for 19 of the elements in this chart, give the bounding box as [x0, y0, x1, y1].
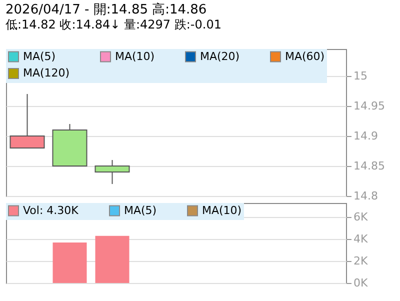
- legend-label: MA(20): [200, 50, 240, 63]
- legend-label: MA(60): [285, 50, 325, 63]
- y-tick-label: 2K: [354, 254, 368, 268]
- y-tick-label: 14.9: [354, 130, 378, 142]
- y-tick-label: 14.8: [354, 190, 378, 202]
- legend-label: Vol: 4.30K: [23, 204, 80, 217]
- chart-title: 2026/04/17 - 開:14.85 高:14.86: [6, 2, 207, 18]
- y-tick-label: 6K: [354, 210, 368, 224]
- y-tick-label: 15: [354, 70, 368, 82]
- y-tick-label: 14.95: [354, 100, 385, 112]
- legend-label: MA(5): [23, 50, 56, 63]
- y-tick-label: 4K: [354, 232, 368, 246]
- legend-label: MA(10): [202, 204, 242, 217]
- y-tick-label: 0K: [354, 276, 368, 290]
- legend-label: MA(10): [115, 50, 155, 63]
- y-tick-label: 14.85: [354, 160, 385, 172]
- legend-label: MA(5): [124, 204, 157, 217]
- legend-label: MA(120): [23, 66, 70, 80]
- chart-subtitle: 低:14.82 收:14.84↓ 量:4297 跌:-0.01: [6, 18, 222, 32]
